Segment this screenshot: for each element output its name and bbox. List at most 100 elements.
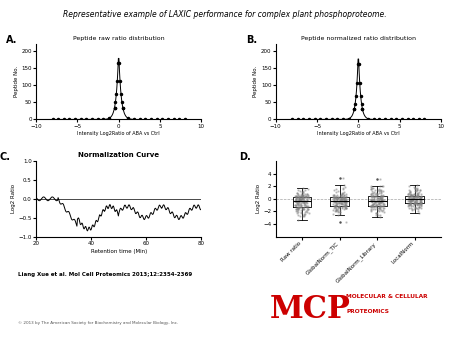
X-axis label: Intensity Log2Ratio of ABA vs Ctrl: Intensity Log2Ratio of ABA vs Ctrl [317,131,400,137]
Point [295,199,302,204]
Point [376,207,383,212]
Point [367,183,374,189]
Point [337,193,344,198]
Point [408,197,415,203]
Point [368,198,375,203]
Point [292,202,299,208]
Point [292,199,299,204]
Point [373,195,380,201]
Point [373,210,380,215]
Point [371,193,378,199]
Point [414,187,421,192]
Point [369,195,376,200]
Point [379,201,387,207]
Point [304,203,311,209]
Point [295,196,302,201]
Point [413,195,420,200]
Point [301,195,308,200]
Point [368,187,375,192]
Point [335,209,342,214]
Point [371,191,378,197]
Point [330,192,337,198]
Point [336,204,343,209]
Point [302,211,309,216]
Point [369,194,376,199]
Point [380,209,387,214]
Point [295,196,302,201]
Point [378,193,385,198]
Point [304,194,311,200]
Point [296,197,303,202]
Point [407,193,414,198]
Point [377,198,384,203]
Point [418,199,425,205]
Point [336,200,343,206]
Point [341,197,348,202]
Point [332,194,339,200]
Point [300,193,307,198]
Point [408,198,415,203]
Point [297,204,304,210]
Text: © 2013 by The American Society for Biochemistry and Molecular Biology, Inc.: © 2013 by The American Society for Bioch… [18,321,178,325]
Point [299,193,306,198]
Point [416,200,423,205]
Point [292,202,299,207]
Point [367,185,374,190]
Point [338,191,346,196]
Point [413,191,420,196]
Point [376,194,383,199]
Point [370,195,378,200]
Point [329,201,337,207]
Point [380,201,387,207]
Point [295,200,302,206]
Point [408,198,415,204]
Point [332,203,339,209]
Point [294,207,302,212]
Point [336,201,343,206]
Point [375,186,382,191]
Point [340,189,347,195]
Point [299,194,306,200]
Point [305,207,312,212]
Point [330,192,337,197]
Point [292,193,299,199]
Point [341,203,348,209]
Point [378,194,386,199]
Point [297,192,305,197]
Point [418,203,425,209]
Point [375,201,382,207]
Point [414,209,422,214]
Point [417,194,424,199]
Point [414,196,421,202]
Point [338,197,346,202]
Point [297,198,305,203]
Point [418,198,425,203]
Point [330,194,338,199]
Point [377,188,384,193]
Point [340,199,347,204]
Point [330,196,338,201]
Point [299,185,306,190]
Point [303,191,310,197]
Point [300,211,307,217]
Point [337,197,344,202]
Point [296,196,303,202]
Point [417,199,424,205]
Point [411,198,418,204]
Point [332,208,339,214]
Point [367,197,374,203]
Y-axis label: Peptide No.: Peptide No. [14,66,18,97]
Point [337,193,344,199]
Point [294,210,302,215]
Point [417,195,424,200]
Point [367,196,374,202]
Text: PROTEOMICS: PROTEOMICS [346,309,389,314]
Point [297,201,304,207]
Point [370,189,378,195]
Point [337,200,344,206]
Point [336,198,343,204]
Point [378,184,385,189]
Point [301,200,308,206]
Point [294,210,301,216]
Point [373,194,380,200]
